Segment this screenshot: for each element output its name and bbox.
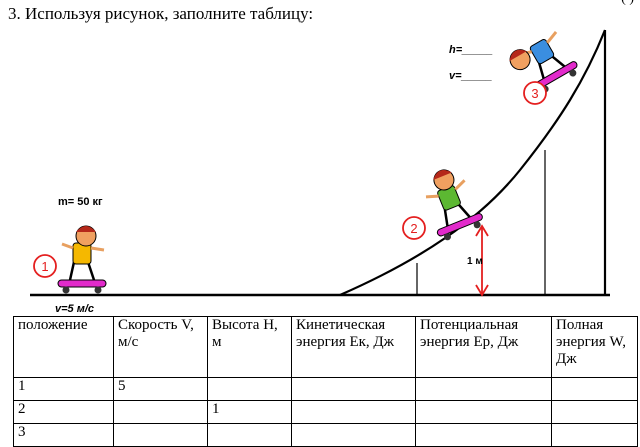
table-cell[interactable] (291, 377, 416, 401)
table-cell[interactable] (415, 400, 552, 424)
table-row: 2 1 (13, 400, 638, 424)
table-cell[interactable] (207, 423, 292, 447)
table-cell[interactable] (551, 423, 638, 447)
table-cell[interactable] (415, 423, 552, 447)
table-cell[interactable]: 5 (113, 377, 208, 401)
header-total-energy: Полная энергия W, Дж (551, 316, 638, 378)
table-cell[interactable] (551, 400, 638, 424)
marker-3: 3 (531, 86, 538, 101)
table-cell[interactable]: 2 (13, 400, 114, 424)
energy-table: положение Скорость V, м/с Высота H, м Ки… (13, 316, 638, 447)
marker-circle-3 (523, 81, 547, 105)
height-value-label: 1 м (467, 256, 483, 267)
task-title: 3. Используя рисунок, заполните таблицу: (8, 4, 314, 23)
table-cell[interactable] (113, 423, 208, 447)
table-cell[interactable] (415, 377, 552, 401)
table-cell[interactable] (113, 400, 208, 424)
skater-position-1 (57, 225, 107, 294)
skate-ramp-illustration: 1 2 3 (30, 29, 610, 297)
height-blank-label: h=_____ (449, 44, 493, 56)
table-cell[interactable] (207, 377, 292, 401)
table-cell[interactable] (291, 400, 416, 424)
table-cell[interactable] (291, 423, 416, 447)
marker-circle-2 (402, 216, 426, 240)
table-row: 1 5 (13, 377, 638, 401)
ramp-curve (339, 29, 607, 297)
marker-1: 1 (41, 259, 48, 274)
table-cell[interactable]: 1 (13, 377, 114, 401)
table-cell[interactable]: 3 (13, 423, 114, 447)
skater-position-2 (425, 169, 483, 241)
header-position: положение (13, 316, 114, 378)
header-speed: Скорость V, м/с (113, 316, 208, 378)
skater-position-3 (509, 31, 578, 93)
header-potential-energy: Потенциальная энергия Eр, Дж (415, 316, 552, 378)
speed-blank-label: v=_____ (449, 70, 493, 82)
header-kinetic-energy: Кинетическая энергия Eк, Дж (291, 316, 416, 378)
table-cell[interactable]: 1 (207, 400, 292, 424)
initial-speed-label: v=5 м/с (55, 303, 95, 315)
marker-2: 2 (410, 221, 417, 236)
table-row: 3 (13, 423, 638, 447)
table-header-row: положение Скорость V, м/с Высота H, м Ки… (13, 316, 638, 378)
table-cell[interactable] (551, 377, 638, 401)
marker-circle-1 (33, 254, 57, 278)
corner-fragment: ( ) (621, 0, 634, 7)
header-height: Высота H, м (207, 316, 292, 378)
mass-label: m= 50 кг (58, 196, 103, 208)
